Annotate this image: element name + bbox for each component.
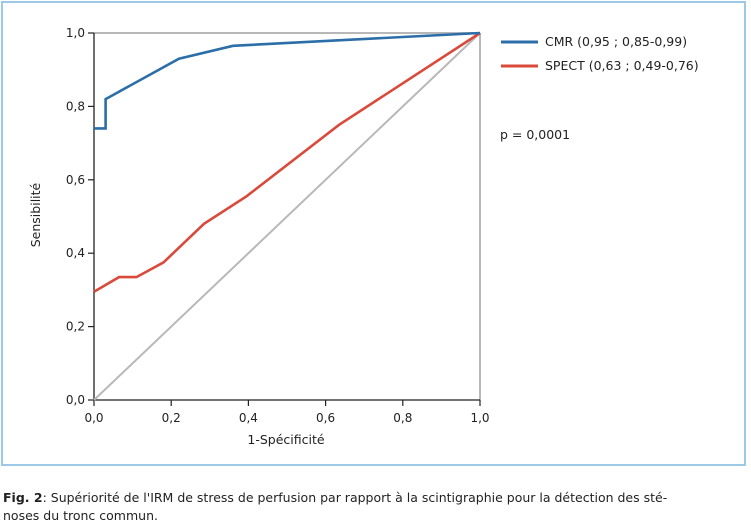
x-tick-label: 0,8: [393, 411, 412, 425]
x-tick-label: 0,6: [316, 411, 335, 425]
y-tick-label: 0,6: [66, 173, 85, 187]
y-axis-label: Sensibilité: [28, 182, 43, 247]
caption-text-2: noses du tronc commun.: [3, 508, 158, 523]
axes: 0,0 0,2 0,4 0,6 0,8 1,0 0,0 0,2 0,4 0,6 0,8 1,0: [66, 26, 490, 425]
caption-text: : Supériorité de l'IRM de stress de perf…: [42, 490, 668, 505]
y-tick-label: 1,0: [66, 26, 85, 40]
legend-label: SPECT (0,63 ; 0,49-0,76): [545, 58, 699, 73]
figure-frame: [1, 1, 746, 466]
x-axis-label: 1-Spécificité: [247, 432, 324, 447]
series-lines: [93, 31, 481, 401]
y-tick-label: 0,8: [66, 99, 85, 113]
x-tick-label: 0,0: [84, 411, 103, 425]
figure-caption: Fig. 2: Supériorité de l'IRM de stress d…: [3, 489, 748, 525]
cmr-roc-line: [94, 31, 481, 130]
spect-roc-line: [93, 31, 481, 293]
legend: CMR (0,95 ; 0,85-0,99) SPECT (0,63 ; 0,49…: [501, 34, 699, 73]
x-tick-label: 1,0: [470, 411, 489, 425]
y-tick-label: 0,0: [66, 393, 85, 407]
x-tick-label: 0,4: [239, 411, 258, 425]
y-tick-label: 0,2: [66, 320, 85, 334]
reference-diagonal-line: [93, 32, 481, 401]
x-tick-label: 0,2: [162, 411, 181, 425]
caption-label: Fig. 2: [3, 490, 43, 505]
legend-label: CMR (0,95 ; 0,85-0,99): [545, 34, 687, 49]
roc-chart: 0,0 0,2 0,4 0,6 0,8 1,0 0,0 0,2 0,4 0,6 0,8 1,0 CMR…: [28, 26, 699, 447]
y-tick-label: 0,4: [66, 246, 85, 260]
p-value-annotation: p = 0,0001: [500, 127, 570, 142]
